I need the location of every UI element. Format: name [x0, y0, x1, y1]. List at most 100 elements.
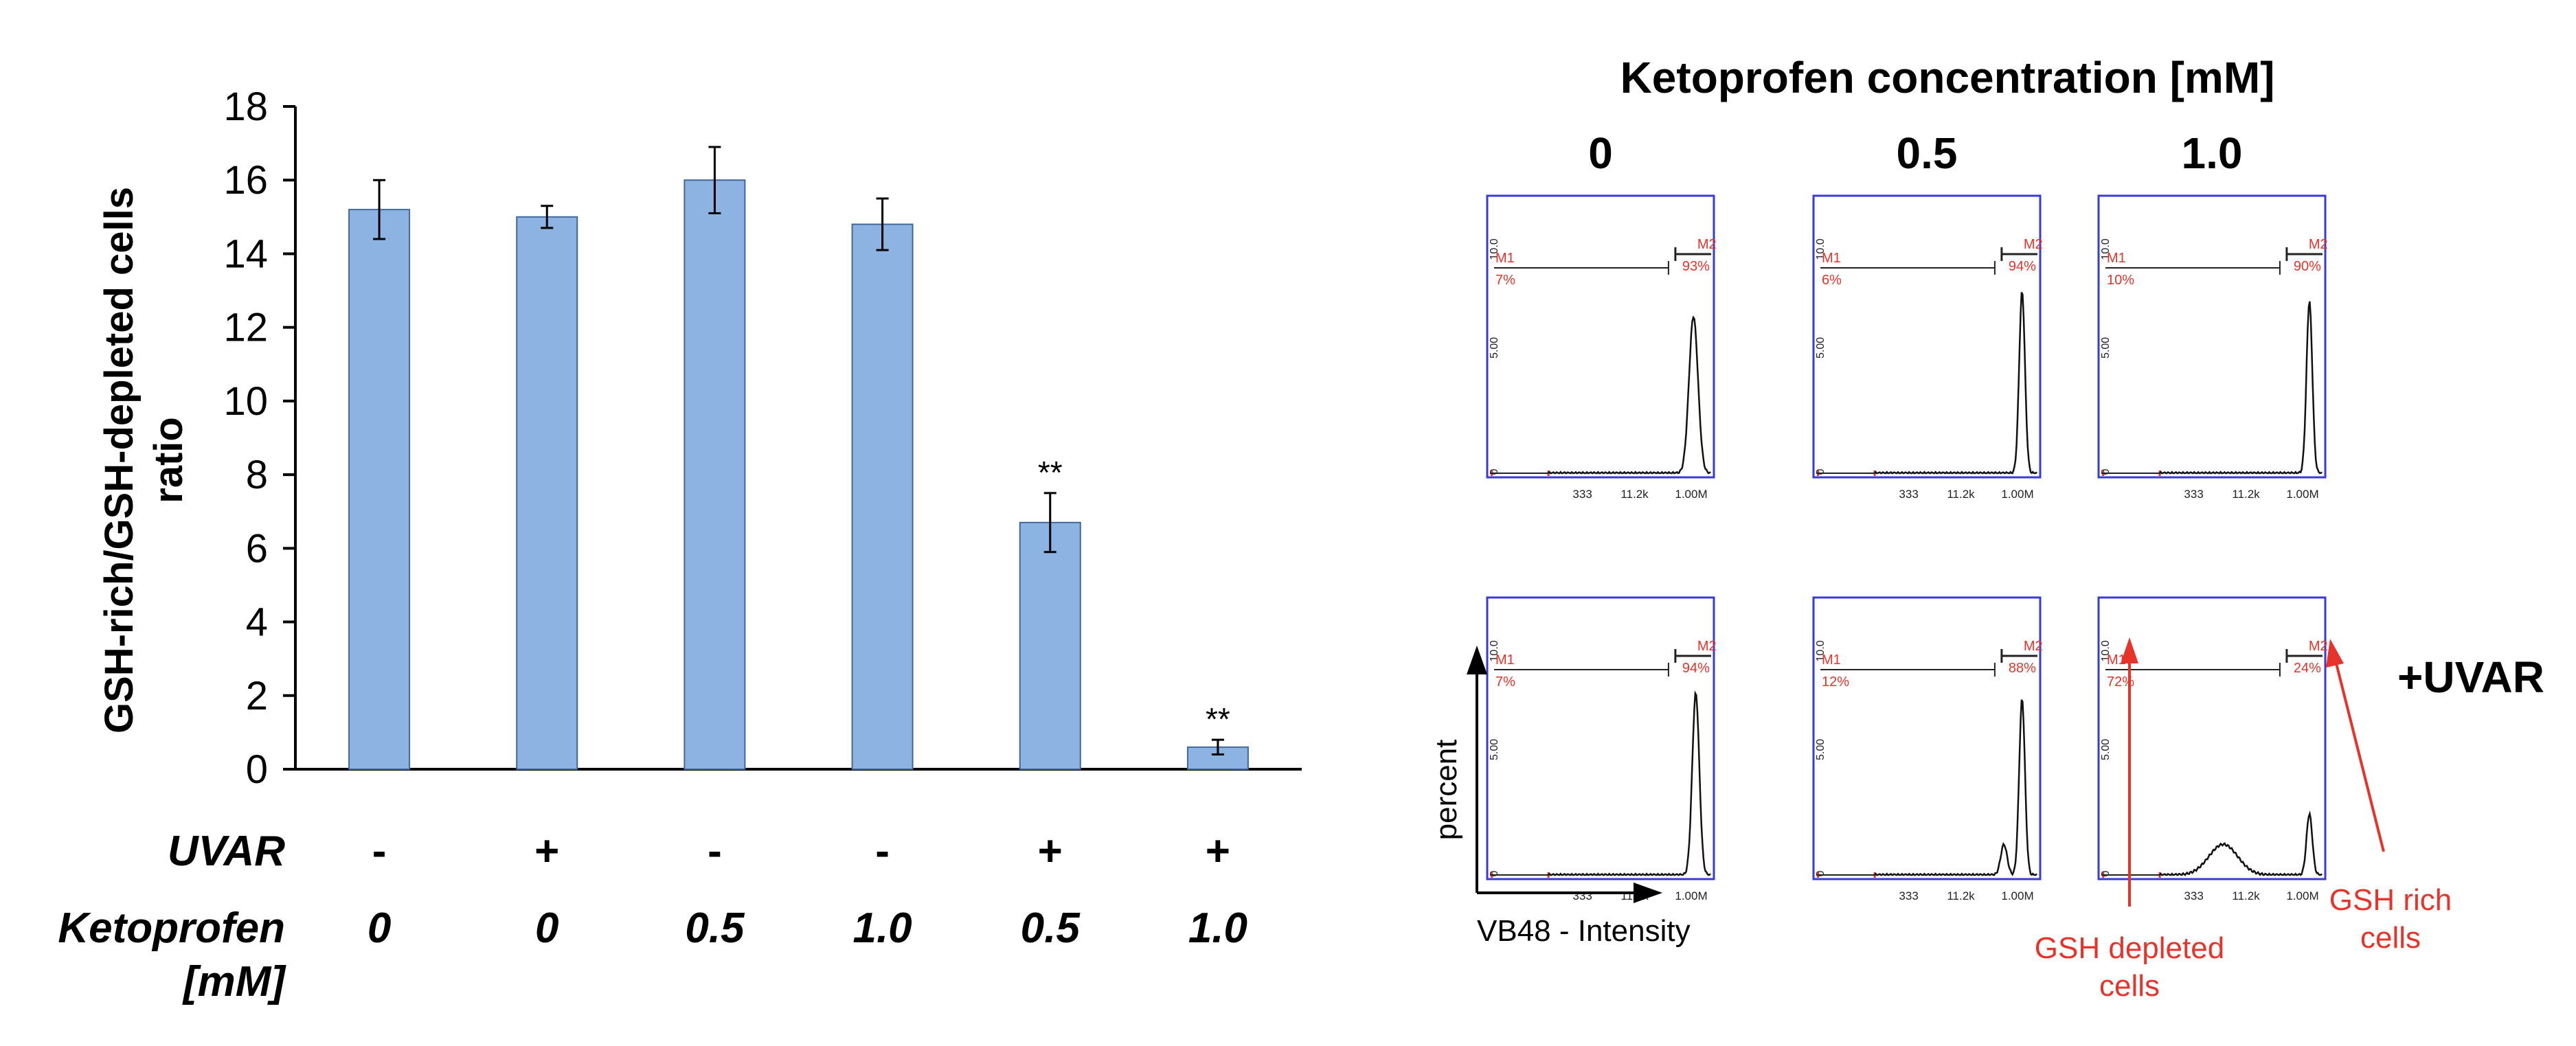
panel-x-tick: 333 — [2184, 889, 2203, 902]
legend-y-label: percent — [1430, 740, 1463, 841]
panel-y-tick: 10.0 — [2100, 238, 2112, 260]
panel-x-tick: 333 — [1899, 889, 1918, 902]
histogram-curve — [1548, 315, 1711, 475]
gate-m1-name: M1 — [1495, 251, 1515, 266]
histogram-curve — [1548, 690, 1711, 876]
panel-y-tick: 10.0 — [1815, 640, 1827, 661]
panel-y-tick: 0 — [1815, 468, 1827, 475]
legend-x-arrowhead — [1634, 883, 1662, 903]
gsh-rich-arrow — [2334, 660, 2385, 852]
panel-frame — [2097, 596, 2327, 880]
gate-m1-percent: 12% — [1822, 674, 1849, 690]
panel-x-tick: 11.2k — [1947, 488, 1975, 501]
condition-value: 0.5 — [685, 905, 745, 952]
panel-y-tick: 5.00 — [1815, 739, 1827, 760]
condition-value: 1.0 — [1188, 905, 1247, 952]
gsh-depleted-arrowhead — [2121, 637, 2138, 663]
panel-y-tick: 0 — [1489, 468, 1500, 475]
y-tick-label: 6 — [246, 526, 268, 571]
histogram-panel: 0 5.00 10.0 333 11.2k 1.00M M1 7% M2 93% — [1486, 194, 1717, 501]
panel-y-tick: 5.00 — [1489, 337, 1500, 359]
condition-value: - — [372, 828, 387, 875]
concentration-column-label: 0.5 — [1897, 128, 1958, 178]
gate-m1-percent: 72% — [2107, 674, 2134, 690]
significance-mark: ** — [1206, 701, 1230, 737]
histogram-grid: Ketoprofen concentration [mM] 0 0.5 1.0 0 5… — [1430, 53, 2544, 1003]
histogram-panel: 0 5.00 10.0 333 11.2k 1.00M M1 72% M2 24% — [2097, 596, 2328, 902]
gate-m1-name: M1 — [2107, 251, 2126, 266]
panel-x-tick: 333 — [1572, 488, 1592, 501]
panel-frame — [1812, 194, 2042, 479]
y-tick-label: 8 — [246, 453, 268, 497]
y-tick-label: 12 — [223, 306, 268, 350]
panel-x-tick: 11.2k — [2232, 889, 2260, 902]
condition-value: 0.5 — [1021, 905, 1081, 952]
concentration-column-label: 1.0 — [2182, 128, 2243, 178]
gate-m1-name: M1 — [1822, 652, 1841, 668]
bar — [851, 223, 914, 770]
condition-value: - — [875, 828, 890, 875]
panel-frame — [2097, 194, 2327, 479]
legend-x-label: VB48 - Intensity — [1477, 914, 1691, 948]
panel-x-tick: 333 — [1572, 889, 1592, 902]
gsh-depleted-label-1: GSH depleted — [2035, 931, 2224, 965]
legend-y-arrowhead — [1467, 646, 1487, 674]
panel-frame — [1486, 596, 1715, 880]
histogram-panel: 0 5.00 10.0 333 11.2k 1.00M M1 12% M2 88% — [1812, 596, 2043, 902]
condition-value: 0 — [368, 905, 391, 952]
panel-x-tick: 1.00M — [1675, 889, 1707, 902]
gate-m1-percent: 10% — [2107, 273, 2134, 288]
gate-m1-name: M1 — [2107, 652, 2126, 668]
uvar-row-label: UVAR — [168, 828, 285, 875]
panel-y-tick: 0 — [1815, 870, 1827, 876]
panel-x-tick: 1.00M — [2001, 488, 2033, 501]
panel-x-tick: 11.2k — [1947, 889, 1975, 902]
bar — [348, 209, 411, 771]
panel-y-tick: 5.00 — [2100, 337, 2112, 359]
condition-value: 1.0 — [852, 905, 912, 952]
gate-m2-name: M2 — [2309, 639, 2328, 654]
panel-x-tick: 1.00M — [2286, 488, 2318, 501]
panel-x-tick: 11.2k — [2232, 488, 2260, 501]
panel-y-tick: 5.00 — [2100, 739, 2112, 760]
gsh-depleted-label-2: cells — [2099, 969, 2160, 1003]
gate-m2-name: M2 — [1697, 237, 1717, 252]
bar — [1019, 521, 1081, 770]
condition-value: - — [708, 828, 722, 875]
panel-y-tick: 5.00 — [1489, 739, 1500, 760]
axes-legend: percent VB48 - Intensity — [1430, 646, 1691, 948]
panel-frame — [1486, 194, 1715, 479]
y-tick-label: 2 — [246, 674, 268, 718]
ketoprofen-row-unit: [mM] — [182, 958, 286, 1005]
gate-m1-name: M1 — [1495, 652, 1515, 668]
gsh-rich-label-1: GSH rich — [2329, 883, 2452, 917]
condition-value: + — [1038, 828, 1063, 875]
histogram-panel: 0 5.00 10.0 333 11.2k 1.00M M1 6% M2 94% — [1812, 194, 2043, 501]
gsh-rich-arrowhead — [2326, 639, 2344, 668]
y-axis-title-line-1: GSH-rich/GSH-depleted cells — [97, 187, 142, 734]
gate-m2-percent: 88% — [2009, 661, 2036, 676]
gate-m2-name: M2 — [1697, 639, 1717, 654]
gate-m2-name: M2 — [2024, 237, 2043, 252]
bar — [683, 179, 746, 770]
significance-mark: ** — [1038, 455, 1063, 490]
y-tick-label: 4 — [246, 600, 268, 645]
gate-m2-percent: 94% — [1682, 661, 1710, 676]
gate-m1-name: M1 — [1822, 251, 1841, 266]
y-axis-title-line-2: ratio — [146, 417, 191, 503]
panel-frame — [1812, 596, 2042, 880]
panel-y-tick: 10.0 — [1489, 640, 1500, 661]
histogram-grid-title: Ketoprofen concentration [mM] — [1620, 53, 2275, 102]
panel-y-tick: 5.00 — [1815, 337, 1827, 359]
gate-m1-percent: 6% — [1822, 273, 1842, 288]
panel-x-tick: 333 — [1899, 488, 1918, 501]
y-tick-label: 18 — [223, 84, 268, 129]
histogram-curve — [2159, 301, 2323, 475]
gate-m2-name: M2 — [2024, 639, 2043, 654]
gate-m2-percent: 93% — [1682, 259, 1710, 274]
y-tick-label: 16 — [223, 158, 268, 203]
panel-y-tick: 10.0 — [1489, 238, 1500, 260]
panel-y-tick: 10.0 — [1815, 238, 1827, 260]
panel-x-tick: 333 — [2184, 488, 2203, 501]
